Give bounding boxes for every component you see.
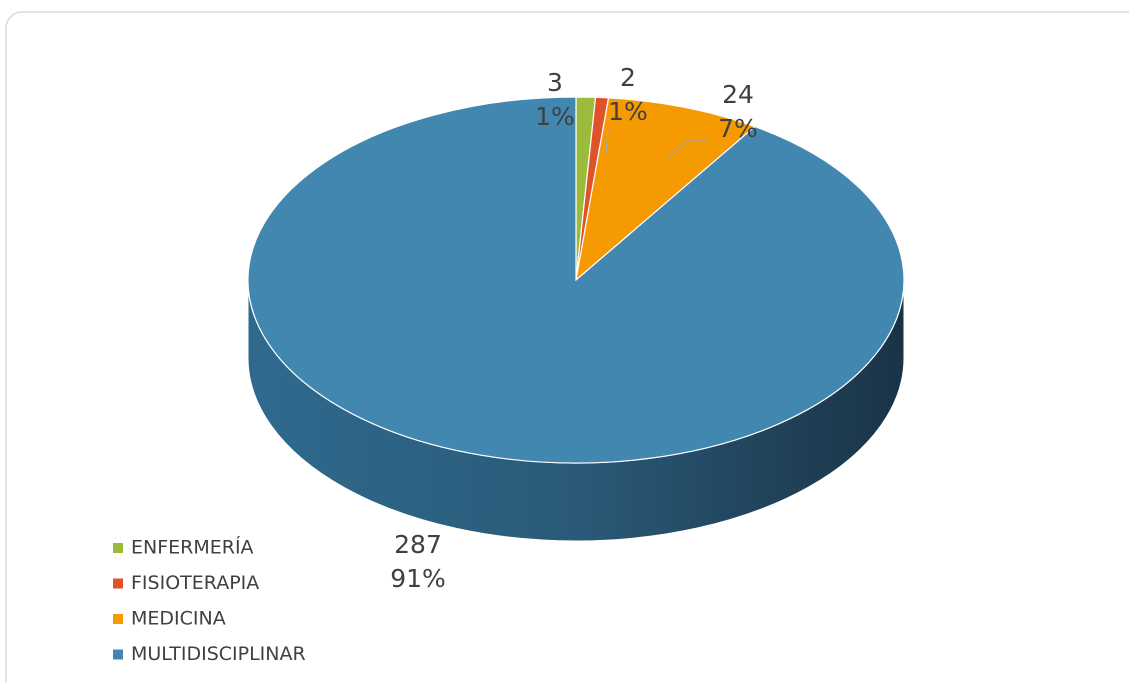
data-label-value: 2 [620, 63, 636, 92]
data-label-percent: 7% [718, 114, 758, 143]
slice [247, 96, 905, 464]
data-label-percent: 1% [608, 97, 648, 126]
data-label-percent: 91% [390, 564, 446, 593]
legend-swatch [113, 649, 123, 660]
data-label-value: 3 [547, 68, 563, 97]
leader-line [605, 129, 609, 155]
data-label-value: 24 [722, 80, 754, 109]
legend-label: ENFERMERÍA [131, 536, 254, 559]
legend-label: FISIOTERAPIA [131, 572, 259, 594]
legend-swatch [113, 543, 123, 553]
data-label-percent: 1% [535, 102, 575, 131]
legend-label: MEDICINA [131, 608, 226, 630]
data-label-value: 287 [394, 530, 442, 559]
legend-label: MULTIDISCIPLINAR [131, 643, 306, 665]
slice [575, 97, 756, 282]
leader-line [667, 139, 708, 158]
legend-swatch [113, 614, 123, 624]
legend-swatch [113, 578, 123, 589]
